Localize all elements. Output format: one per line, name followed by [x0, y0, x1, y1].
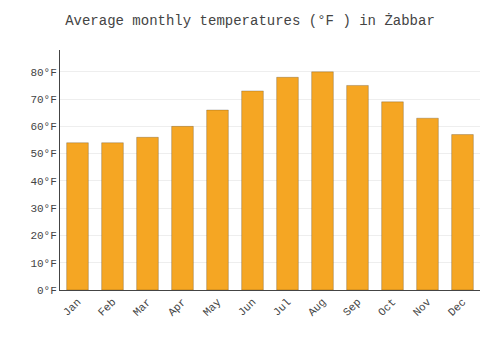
svg-text:Aug: Aug — [306, 296, 328, 318]
svg-text:Jun: Jun — [236, 296, 258, 318]
svg-text:20°F: 20°F — [30, 230, 56, 242]
svg-text:Mar: Mar — [131, 296, 153, 318]
svg-text:Apr: Apr — [166, 296, 188, 318]
svg-text:50°F: 50°F — [30, 148, 56, 160]
svg-text:Dec: Dec — [446, 296, 468, 318]
svg-text:Jul: Jul — [271, 296, 293, 318]
svg-text:30°F: 30°F — [30, 203, 56, 215]
svg-text:Jan: Jan — [61, 296, 83, 318]
svg-text:Average monthly temperatures (: Average monthly temperatures (°F ) in Ża… — [65, 12, 435, 29]
svg-text:40°F: 40°F — [30, 176, 56, 188]
svg-text:Sep: Sep — [341, 296, 363, 318]
svg-text:80°F: 80°F — [30, 67, 56, 79]
svg-text:Nov: Nov — [411, 296, 434, 319]
svg-text:Feb: Feb — [96, 296, 118, 318]
svg-text:10°F: 10°F — [30, 258, 56, 270]
svg-text:May: May — [201, 296, 224, 319]
svg-text:60°F: 60°F — [30, 121, 56, 133]
svg-text:0°F: 0°F — [37, 285, 57, 297]
svg-text:70°F: 70°F — [30, 94, 56, 106]
svg-text:Oct: Oct — [376, 296, 398, 318]
